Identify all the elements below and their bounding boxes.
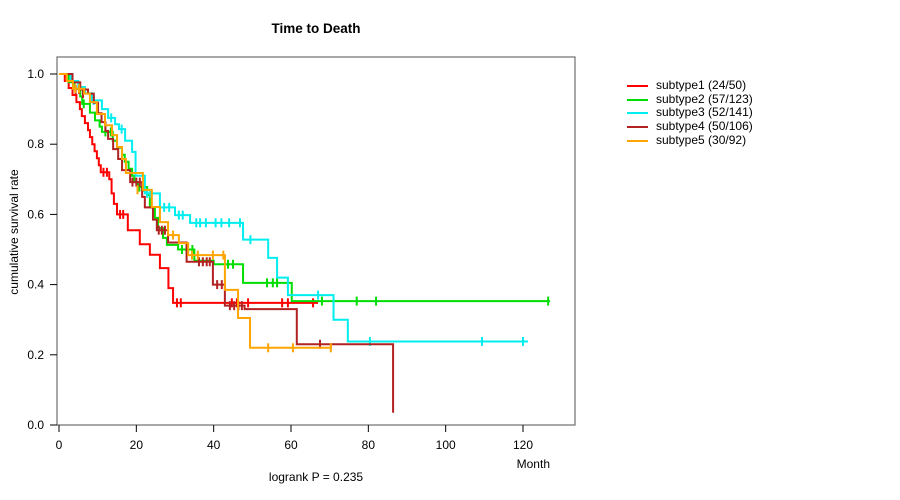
legend-label: subtype4 (50/106) xyxy=(656,119,753,134)
legend-label: subtype3 (52/141) xyxy=(656,105,753,120)
svg-text:0.4: 0.4 xyxy=(27,278,44,292)
legend-label: subtype2 (57/123) xyxy=(656,91,753,106)
legend-label: subtype5 (30/92) xyxy=(656,132,747,147)
legend: subtype1 (24/50) subtype2 (57/123) subtype… xyxy=(627,78,753,148)
plot-box xyxy=(56,56,576,426)
svg-text:60: 60 xyxy=(284,438,298,452)
svg-text:0.8: 0.8 xyxy=(27,137,44,151)
legend-line-swatch xyxy=(627,139,648,142)
legend-item-subtype1: subtype1 (24/50) xyxy=(627,78,753,93)
legend-item-subtype4: subtype4 (50/106) xyxy=(627,119,753,134)
svg-text:40: 40 xyxy=(207,438,221,452)
legend-item-subtype3: subtype3 (52/141) xyxy=(627,106,753,120)
legend-item-subtype2: subtype2 (57/123) xyxy=(627,91,753,107)
svg-text:0.0: 0.0 xyxy=(27,418,44,432)
series-subtype2 xyxy=(59,73,551,306)
svg-text:0: 0 xyxy=(56,438,63,452)
y-axis-label: cumulative survival rate xyxy=(7,169,21,295)
legend-line-swatch xyxy=(627,125,648,128)
svg-text:0.6: 0.6 xyxy=(27,207,44,221)
logrank-annotation: logrank P = 0.235 xyxy=(268,470,364,484)
x-axis-label: Month xyxy=(516,457,550,471)
series-subtype3 xyxy=(59,73,529,346)
svg-text:20: 20 xyxy=(130,438,144,452)
svg-text:80: 80 xyxy=(362,438,376,452)
svg-text:100: 100 xyxy=(436,438,456,452)
legend-line-swatch xyxy=(627,98,648,101)
legend-label: subtype1 (24/50) xyxy=(656,78,747,92)
x-axis: 0 20 40 60 80 100 120 xyxy=(56,425,533,452)
svg-text:120: 120 xyxy=(513,438,533,452)
legend-line-swatch xyxy=(627,84,648,87)
legend-item-subtype5: subtype5 (30/92) xyxy=(627,132,753,148)
series-subtype4 xyxy=(59,73,395,413)
legend-line-swatch xyxy=(627,112,648,115)
svg-text:1.0: 1.0 xyxy=(27,67,44,81)
series-subtype5 xyxy=(59,73,332,353)
chart-title: Time to Death xyxy=(271,21,361,36)
y-axis: 0.0 0.2 0.4 0.6 0.8 1.0 xyxy=(27,67,57,432)
svg-text:0.2: 0.2 xyxy=(27,348,44,362)
